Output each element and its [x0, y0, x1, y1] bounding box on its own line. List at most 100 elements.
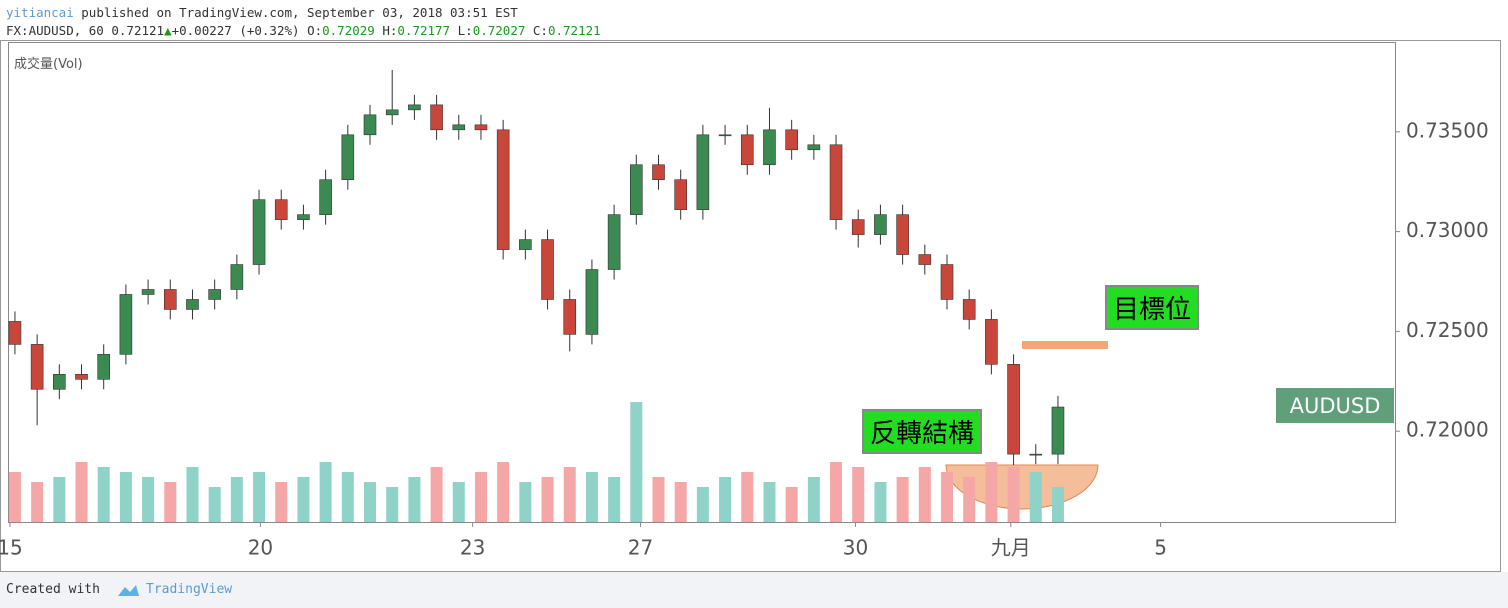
- candle-body: [341, 134, 355, 181]
- candle-body: [962, 299, 976, 320]
- volume-bar: [430, 467, 443, 522]
- volume-bar: [31, 482, 44, 522]
- volume-bar: [874, 482, 887, 522]
- candle-body: [696, 134, 710, 210]
- volume-bar: [8, 472, 21, 522]
- candle-body: [851, 219, 865, 235]
- volume-bar: [497, 462, 510, 522]
- candle-body: [1029, 453, 1043, 456]
- last: 0.72121: [111, 23, 165, 38]
- candle-body: [252, 199, 266, 265]
- candle-body: [807, 144, 821, 151]
- candle-body: [829, 144, 843, 220]
- candle-body: [607, 214, 621, 270]
- volume-bar: [1029, 472, 1042, 522]
- candle-body: [75, 374, 88, 380]
- volume-bar: [896, 477, 909, 522]
- up-arrow: ▲: [164, 23, 172, 38]
- volume-bar: [652, 477, 665, 522]
- volume-bar: [852, 467, 865, 522]
- volume-bar: [696, 487, 709, 522]
- y-tick-label: 0.73500: [1406, 118, 1489, 142]
- candle-body: [474, 124, 488, 131]
- candle-body: [896, 214, 909, 255]
- volume-bar: [253, 472, 266, 522]
- volume-bar: [297, 477, 310, 522]
- volume-bar: [674, 482, 687, 522]
- candle-body: [53, 374, 66, 390]
- volume-bar: [53, 477, 66, 522]
- candle-body: [1051, 406, 1065, 455]
- candle-body: [718, 134, 732, 137]
- volume-bar: [608, 477, 621, 522]
- candle-body: [674, 179, 687, 210]
- volume-bar: [75, 462, 88, 522]
- x-tick-label: 20: [248, 536, 273, 560]
- candle-body: [8, 321, 22, 345]
- o-label: O:: [307, 23, 323, 38]
- candle-body: [430, 104, 443, 131]
- symbol: FX:AUDUSD, 60: [6, 23, 104, 38]
- c-value: 0.72121: [547, 23, 601, 38]
- candle-body: [408, 104, 421, 111]
- published: published on TradingView.com, September …: [81, 5, 518, 20]
- candle-body: [918, 254, 932, 265]
- quote-line: FX:AUDUSD, 60 0.72121▲+0.00227 (+0.32%) …: [6, 23, 601, 38]
- x-tick-label: 九月: [991, 536, 1031, 560]
- candle-body: [186, 299, 199, 310]
- volume-bar: [164, 482, 177, 522]
- volume-bar: [364, 482, 377, 522]
- candle-body: [874, 214, 887, 235]
- symbol-label: AUDUSD: [1290, 394, 1381, 418]
- candle-body: [652, 164, 665, 181]
- logo: [118, 585, 139, 596]
- volume-bar: [142, 477, 155, 522]
- volume-bar: [452, 482, 465, 522]
- volume-bar: [541, 477, 554, 522]
- candle-body: [297, 214, 310, 220]
- x-tick-label: 23: [460, 536, 485, 560]
- candle-body: [519, 239, 532, 250]
- chart: 成交量(Vol) 0.72000 0.72500 0.73000 0.73500 15 2…: [0, 40, 1501, 572]
- h-value: 0.72177: [397, 23, 451, 38]
- volume-bar: [474, 472, 487, 522]
- candle-body: [940, 264, 954, 300]
- volume-bar: [563, 467, 576, 522]
- candle-body: [541, 239, 554, 300]
- reversal-annotation: 反轉結構: [862, 409, 983, 454]
- candle-body: [363, 114, 377, 136]
- y-tick-label: 0.72500: [1406, 318, 1489, 342]
- pane-label: 成交量(Vol): [14, 56, 83, 72]
- author[interactable]: yitiancai: [6, 5, 74, 20]
- x-tick-label: 5: [1154, 536, 1167, 560]
- candle-body: [163, 289, 177, 310]
- l-value: 0.72027: [472, 23, 526, 38]
- h-label: H:: [382, 23, 398, 38]
- publish-line: yitiancai published on TradingView.com, …: [6, 5, 518, 20]
- volume-bar: [985, 462, 998, 522]
- y-tick-label: 0.73000: [1406, 218, 1489, 242]
- brand[interactable]: TradingView: [146, 582, 233, 597]
- footer: Created with TradingView: [0, 572, 1508, 608]
- candle-body: [763, 129, 776, 166]
- c-label: C:: [532, 23, 548, 38]
- volume-bar: [386, 487, 399, 522]
- candle-body: [452, 124, 466, 131]
- candle-body: [985, 319, 998, 365]
- candle-body: [141, 289, 155, 295]
- l-label: L:: [457, 23, 473, 38]
- candle-body: [274, 199, 288, 220]
- change: +0.00227 (+0.32%): [171, 23, 300, 38]
- volume-bar: [785, 487, 798, 522]
- candle-body: [230, 264, 244, 290]
- symbol-tag: [1276, 388, 1394, 423]
- candle-body: [740, 134, 754, 166]
- frame: [0, 40, 1501, 572]
- o-value: 0.72029: [322, 23, 375, 38]
- x-tick-label: 30: [843, 536, 868, 560]
- volume-bar: [408, 477, 421, 522]
- x-tick-label: 27: [628, 536, 653, 560]
- candle-body: [208, 289, 221, 300]
- candle-body: [585, 269, 599, 335]
